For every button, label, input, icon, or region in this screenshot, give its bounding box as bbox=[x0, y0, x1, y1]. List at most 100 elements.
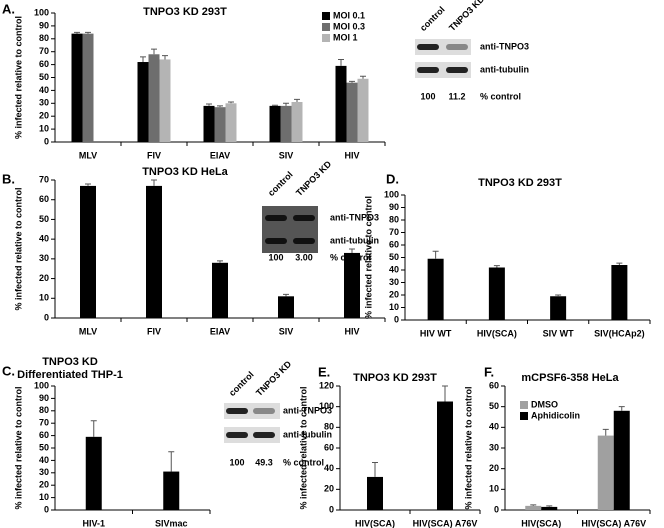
x-tick-label: EIAV bbox=[210, 326, 230, 336]
bar bbox=[80, 185, 96, 318]
chart-title: mCPSF6-358 HeLa bbox=[521, 372, 619, 384]
x-tick-label: HIV(SCA) A76V bbox=[413, 518, 478, 528]
error-bar bbox=[349, 80, 355, 83]
lane-label: control bbox=[227, 369, 256, 398]
blot-background bbox=[262, 206, 318, 253]
error-bar bbox=[442, 385, 448, 402]
lane-label: control bbox=[266, 169, 295, 198]
y-tick-label: 90 bbox=[389, 202, 399, 212]
quant-label: % control bbox=[330, 252, 371, 262]
y-tick-label: 100 bbox=[384, 189, 399, 199]
quant-label: % control bbox=[283, 457, 324, 467]
y-tick-label: 80 bbox=[389, 214, 399, 224]
legend-swatch bbox=[520, 412, 528, 420]
blot-band bbox=[265, 238, 287, 244]
error-bar bbox=[555, 294, 562, 297]
blot-band bbox=[446, 44, 468, 50]
y-tick-label: 30 bbox=[39, 98, 49, 108]
error-bar bbox=[168, 451, 175, 472]
x-tick-label: FIV bbox=[147, 150, 161, 160]
y-axis-label: % infected relative to control bbox=[363, 196, 373, 319]
blot-band bbox=[253, 432, 275, 438]
y-tick-label: 50 bbox=[489, 401, 499, 411]
y-axis-label: % infected relative to control bbox=[13, 386, 23, 509]
y-tick-label: 10 bbox=[39, 492, 49, 502]
quant-value: 100 bbox=[229, 457, 244, 467]
y-tick-label: 40 bbox=[39, 234, 49, 244]
y-tick-label: 20 bbox=[324, 484, 334, 494]
error-bar bbox=[85, 31, 91, 34]
y-tick-label: 60 bbox=[324, 442, 334, 452]
y-tick-label: 50 bbox=[39, 214, 49, 224]
y-tick-label: 70 bbox=[39, 46, 49, 56]
legend-label: MOI 0.1 bbox=[333, 10, 365, 20]
x-tick-label: MLV bbox=[79, 326, 97, 336]
y-tick-label: 60 bbox=[389, 239, 399, 249]
x-tick-label: HIV(SCA) bbox=[477, 328, 517, 338]
lane-label: TNPO3 KD bbox=[254, 358, 294, 398]
error-bar bbox=[546, 505, 553, 507]
y-tick-label: 50 bbox=[39, 442, 49, 452]
chart-title: TNPO3 KD bbox=[42, 356, 98, 368]
error-bar bbox=[360, 75, 366, 79]
y-tick-label: 100 bbox=[34, 7, 49, 17]
blot-band bbox=[253, 408, 275, 414]
blot-band bbox=[446, 67, 468, 73]
chart-title: TNPO3 KD 293T bbox=[143, 6, 227, 18]
bar bbox=[280, 105, 292, 142]
band-label: anti-tubulin bbox=[480, 64, 529, 74]
lane-label: control bbox=[418, 4, 447, 33]
y-tick-label: 30 bbox=[389, 277, 399, 287]
y-tick-label: 10 bbox=[489, 484, 499, 494]
y-tick-label: 60 bbox=[39, 194, 49, 204]
y-tick-label: 40 bbox=[39, 85, 49, 95]
panel-label: F. bbox=[484, 364, 494, 379]
bar bbox=[437, 401, 453, 510]
bar bbox=[85, 436, 102, 510]
band-label: anti-TNPO3 bbox=[283, 405, 332, 415]
error-bar bbox=[372, 461, 378, 477]
quant-value: 100 bbox=[268, 252, 283, 262]
blot-band bbox=[417, 44, 439, 50]
chart-title: TNPO3 KD 293T bbox=[478, 177, 562, 189]
y-tick-label: 40 bbox=[39, 455, 49, 465]
x-tick-label: FIV bbox=[147, 326, 161, 336]
y-tick-label: 10 bbox=[39, 123, 49, 133]
y-tick-label: 70 bbox=[389, 227, 399, 237]
bar bbox=[214, 107, 226, 142]
panel-label: E. bbox=[318, 364, 330, 379]
lane-label: TNPO3 KD bbox=[447, 0, 487, 33]
error-bar bbox=[530, 504, 537, 506]
x-tick-label: MLV bbox=[79, 150, 97, 160]
blot-strip bbox=[415, 62, 471, 78]
bar bbox=[82, 33, 94, 142]
blot-strip bbox=[415, 39, 471, 55]
y-tick-label: 40 bbox=[389, 264, 399, 274]
error-bar bbox=[338, 58, 344, 66]
y-tick-label: 100 bbox=[34, 380, 49, 390]
band-label: anti-TNPO3 bbox=[330, 212, 379, 222]
y-tick-label: 90 bbox=[39, 20, 49, 30]
bar bbox=[427, 258, 444, 320]
y-axis-label: % infected relative to control bbox=[13, 187, 23, 310]
error-bar bbox=[618, 406, 625, 411]
band-label: anti-tubulin bbox=[330, 235, 379, 245]
legend-label: DMSO bbox=[531, 399, 558, 409]
bar bbox=[71, 33, 83, 142]
lane-label: TNPO3 KD bbox=[294, 158, 334, 198]
blot-band bbox=[417, 67, 439, 73]
error-bar bbox=[349, 248, 355, 253]
y-tick-label: 10 bbox=[389, 302, 399, 312]
legend-label: MOI 1 bbox=[333, 32, 358, 42]
y-tick-label: 100 bbox=[319, 401, 334, 411]
y-tick-label: 40 bbox=[489, 422, 499, 432]
bar bbox=[146, 185, 162, 318]
error-bar bbox=[616, 262, 623, 265]
panel-label: C. bbox=[2, 363, 15, 378]
x-tick-label: HIV(SCA) A76V bbox=[581, 518, 646, 528]
error-bar bbox=[493, 265, 500, 268]
y-tick-label: 20 bbox=[39, 111, 49, 121]
bar bbox=[225, 103, 237, 142]
y-tick-label: 70 bbox=[39, 174, 49, 184]
